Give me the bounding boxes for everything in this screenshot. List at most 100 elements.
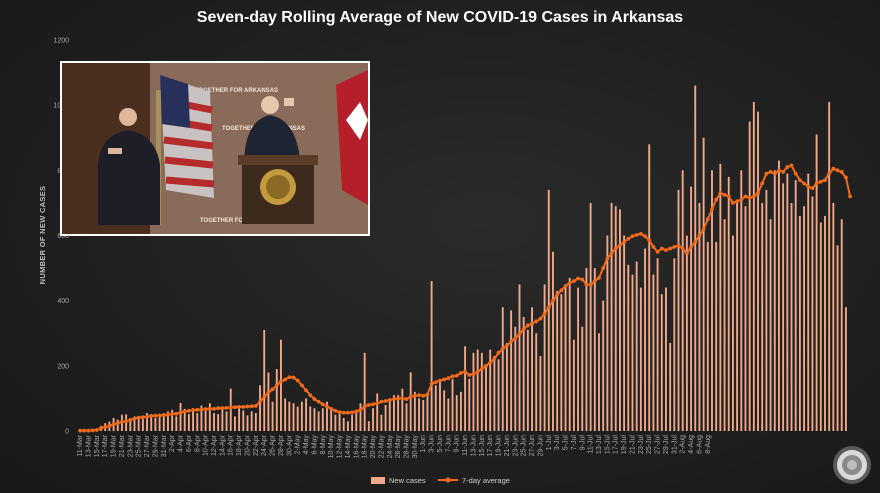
bar [434,385,437,431]
bar [171,409,174,431]
bar [610,202,613,431]
line-point [350,410,354,415]
line-point [78,428,82,433]
bar [317,411,320,431]
line-point [597,275,601,280]
x-tick-label: 27-Mar [144,434,151,457]
x-tick-label: 25-Jul [646,435,653,455]
line-point [722,192,727,197]
bar [309,406,312,431]
x-tick-label: 27-Jul [655,435,662,455]
line-point [128,418,133,423]
x-tick-label: 11-Jul [588,435,595,454]
bar [564,287,567,431]
line-point [228,405,233,410]
line-point [647,238,652,243]
line-point [182,409,187,414]
podium [238,155,318,224]
line-point [241,404,246,409]
line-point [195,407,200,412]
y-tick-label: 1200 [53,38,69,45]
bar [681,170,684,431]
y-tick-label: 400 [57,298,69,305]
line-point [329,406,334,411]
bar [589,202,592,431]
line-point [212,406,216,411]
legend-label-new-cases: New cases [389,476,426,485]
line-point [362,404,367,409]
bar [539,356,542,431]
line-point [375,401,380,406]
x-tick-label: 31-Jul [671,435,678,455]
line-point [157,413,162,418]
line-point [161,413,166,418]
line-point [484,363,488,368]
line-point [120,419,124,424]
bar [326,401,328,431]
bar [259,385,261,431]
line-point [793,171,798,176]
line-point [555,292,560,297]
line-point [835,168,840,173]
line-point [149,414,154,418]
x-tick-label: 12-Apr [211,434,218,456]
bar [363,352,366,431]
line-point [714,197,719,202]
x-tick-label: 6-May [311,435,318,455]
bar [292,403,295,431]
line-point [446,376,451,381]
line-point [643,234,647,239]
bar [380,414,383,431]
x-tick-label: 16-May [353,435,360,459]
bar [204,410,207,431]
bar [200,405,203,431]
bar [790,202,793,431]
line-point [124,419,129,424]
bar [769,219,772,431]
x-tick-label: 21-Mar [119,434,126,457]
bar [602,300,605,431]
line-point [371,402,375,407]
bar [439,380,441,431]
bar [233,416,236,431]
line-point [785,165,790,169]
bar [133,416,136,431]
bar [606,235,609,431]
line-point [601,266,606,270]
bar [397,395,400,431]
bar [581,326,584,431]
bar [748,121,751,432]
bar [296,406,299,431]
line-point [295,378,300,383]
bar [836,245,839,431]
bar [409,372,412,431]
x-tick-label: 29-Mar [152,434,159,457]
line-point [576,276,580,281]
line-point [618,243,622,248]
line-point [743,194,748,199]
bar [572,339,575,431]
bar [167,411,169,431]
bar [401,388,404,431]
x-tick-label: 10-Apr [203,434,210,456]
x-tick-label: 17-Jul [613,435,620,455]
bar [543,284,546,432]
bar [455,395,458,431]
line-point [279,379,283,384]
line-point [253,404,258,408]
x-tick-label: 8-Apr [194,434,201,452]
line-point [672,245,677,249]
bar [665,287,667,431]
bar [225,411,228,431]
line-point [525,323,530,328]
line-point [132,416,137,421]
bar [727,176,730,431]
bar [840,219,843,431]
line-point [588,283,593,287]
x-tick-label: 15-Mar [94,434,101,457]
bar [673,258,676,431]
person-speaker [244,96,300,160]
line-point [459,371,463,375]
x-tick-label: 4-May [303,435,310,455]
